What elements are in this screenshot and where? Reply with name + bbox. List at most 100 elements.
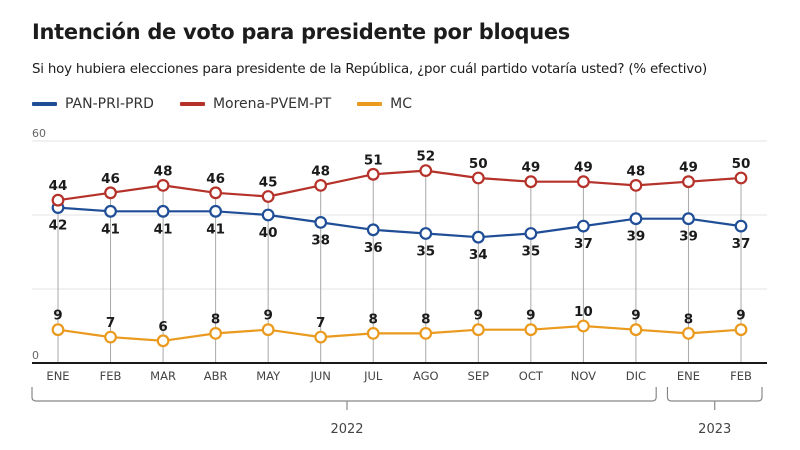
data-point-mc bbox=[209, 327, 223, 340]
data-point-mc bbox=[471, 323, 485, 337]
data-label-pan-pri-prd: 39 bbox=[679, 229, 698, 245]
legend-label-pan-pri-prd: PAN-PRI-PRD bbox=[65, 96, 154, 112]
data-label-pan-pri-prd: 34 bbox=[469, 247, 488, 263]
year-label-2023: 2023 bbox=[698, 422, 731, 437]
data-label-morena-pvem-pt: 49 bbox=[679, 160, 698, 176]
series-lines bbox=[57, 169, 742, 342]
x-tick-label-feb: FEB bbox=[100, 369, 122, 383]
year-label-2022: 2022 bbox=[330, 422, 363, 437]
year-brackets: 2022 2023 bbox=[31, 387, 763, 437]
data-point-mc bbox=[682, 327, 695, 340]
data-label-mc: 9 bbox=[736, 308, 745, 324]
data-label-pan-pri-prd: 35 bbox=[521, 244, 540, 260]
data-point-pan-pri-prd bbox=[366, 223, 380, 237]
data-point-morena-pvem-pt bbox=[51, 193, 65, 207]
data-label-morena-pvem-pt: 46 bbox=[101, 171, 120, 187]
data-point-morena-pvem-pt bbox=[576, 175, 590, 189]
data-point-morena-pvem-pt bbox=[524, 175, 538, 189]
data-label-mc: 9 bbox=[526, 308, 535, 324]
data-point-mc bbox=[261, 323, 275, 337]
data-point-pan-pri-prd bbox=[104, 204, 117, 218]
data-point-pan-pri-prd bbox=[156, 204, 170, 218]
x-tick-label-dic: DIC bbox=[626, 369, 646, 383]
data-label-mc: 6 bbox=[158, 319, 167, 335]
y-tick-label-60: 60 bbox=[32, 127, 46, 140]
x-tick-label-jun: JUN bbox=[309, 369, 330, 383]
data-point-morena-pvem-pt bbox=[419, 164, 433, 178]
data-point-morena-pvem-pt bbox=[209, 186, 223, 200]
data-point-morena-pvem-pt bbox=[104, 186, 117, 200]
year-bracket-2023 bbox=[666, 387, 763, 402]
data-point-mc bbox=[629, 323, 643, 337]
data-point-mc bbox=[156, 334, 170, 348]
data-point-pan-pri-prd bbox=[261, 208, 275, 222]
series-line-mc bbox=[57, 324, 742, 342]
series-line-morena-pvem-pt bbox=[57, 169, 742, 202]
x-tick-label-ago: AGO bbox=[413, 369, 439, 383]
data-point-pan-pri-prd bbox=[734, 219, 748, 233]
data-point-morena-pvem-pt bbox=[629, 178, 643, 192]
data-label-morena-pvem-pt: 50 bbox=[469, 156, 488, 172]
data-label-mc: 8 bbox=[421, 311, 430, 327]
data-label-morena-pvem-pt: 49 bbox=[521, 160, 540, 176]
data-label-morena-pvem-pt: 48 bbox=[311, 163, 330, 179]
data-label-pan-pri-prd: 41 bbox=[206, 221, 225, 237]
gridlines: 60 0 bbox=[32, 127, 767, 362]
x-tick-label-oct: OCT bbox=[519, 369, 544, 383]
legend-label-mc: MC bbox=[390, 96, 413, 112]
series-points bbox=[51, 164, 748, 348]
data-point-morena-pvem-pt bbox=[366, 167, 380, 181]
data-point-mc bbox=[576, 319, 590, 333]
data-label-mc: 9 bbox=[263, 308, 272, 324]
data-label-mc: 8 bbox=[369, 311, 378, 327]
data-point-mc bbox=[314, 330, 328, 344]
x-tick-label-may: MAY bbox=[256, 369, 281, 383]
data-label-pan-pri-prd: 39 bbox=[627, 229, 646, 245]
data-point-mc bbox=[524, 323, 538, 337]
x-tick-label-feb: FEB bbox=[730, 369, 752, 383]
data-label-morena-pvem-pt: 44 bbox=[49, 178, 68, 194]
x-tick-label-nov: NOV bbox=[571, 369, 596, 383]
data-point-pan-pri-prd bbox=[419, 227, 433, 240]
data-label-mc: 9 bbox=[631, 308, 640, 324]
data-point-mc bbox=[734, 323, 748, 337]
data-label-morena-pvem-pt: 48 bbox=[154, 163, 173, 179]
data-point-morena-pvem-pt bbox=[471, 171, 485, 185]
data-label-pan-pri-prd: 41 bbox=[101, 221, 120, 237]
legend-item-pan-pri-prd: PAN-PRI-PRD bbox=[32, 96, 154, 112]
x-tick-label-ene: ENE bbox=[677, 369, 700, 383]
legend-swatch-mc bbox=[357, 102, 383, 106]
data-point-pan-pri-prd bbox=[209, 204, 223, 218]
data-point-pan-pri-prd bbox=[682, 212, 695, 226]
legend-item-morena-pvem-pt: Morena-PVEM-PT bbox=[179, 96, 331, 112]
series-line-pan-pri-prd bbox=[57, 206, 742, 239]
legend: PAN-PRI-PRD Morena-PVEM-PT MC bbox=[32, 96, 438, 112]
x-tick-label-abr: ABR bbox=[204, 369, 228, 383]
data-point-morena-pvem-pt bbox=[261, 190, 275, 203]
data-labels: 42 41 41 41 40 38 36 35 34 35 37 39 39 37 44 46 48 46 45 48… bbox=[49, 149, 751, 335]
data-label-mc: 7 bbox=[106, 315, 115, 331]
year-bracket-2022 bbox=[31, 387, 657, 402]
data-label-pan-pri-prd: 38 bbox=[311, 232, 330, 248]
data-point-pan-pri-prd bbox=[524, 227, 538, 240]
chart-subtitle: Si hoy hubiera elecciones para president… bbox=[32, 62, 708, 77]
data-point-pan-pri-prd bbox=[629, 212, 643, 226]
data-label-pan-pri-prd: 35 bbox=[416, 244, 435, 260]
data-point-mc bbox=[419, 327, 433, 340]
data-label-mc: 9 bbox=[53, 308, 62, 324]
data-label-pan-pri-prd: 42 bbox=[49, 218, 68, 234]
data-label-mc: 9 bbox=[474, 308, 483, 324]
data-point-pan-pri-prd bbox=[471, 230, 485, 244]
data-label-morena-pvem-pt: 51 bbox=[364, 152, 383, 168]
y-tick-label-0: 0 bbox=[32, 349, 39, 362]
data-point-morena-pvem-pt bbox=[734, 171, 748, 185]
data-label-pan-pri-prd: 40 bbox=[259, 225, 278, 241]
chart-title: Intención de voto para presidente por bl… bbox=[32, 20, 571, 44]
data-label-pan-pri-prd: 36 bbox=[364, 240, 383, 256]
data-label-mc: 8 bbox=[211, 311, 220, 327]
data-point-pan-pri-prd bbox=[576, 219, 590, 233]
data-point-mc bbox=[104, 330, 117, 344]
legend-swatch-morena-pvem-pt bbox=[179, 102, 205, 106]
legend-swatch-pan-pri-prd bbox=[32, 102, 57, 106]
